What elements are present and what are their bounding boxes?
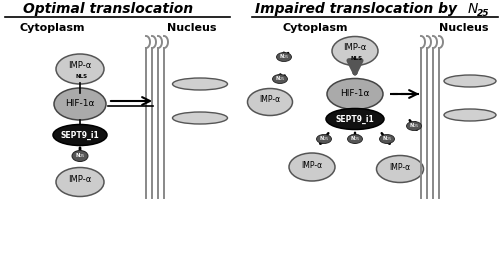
Text: IMP-α: IMP-α	[68, 174, 92, 184]
Text: IMP-α: IMP-α	[302, 160, 322, 169]
Text: SEPT9_i1: SEPT9_i1	[336, 114, 374, 124]
Text: N$_{25}$: N$_{25}$	[382, 135, 392, 143]
Ellipse shape	[54, 88, 106, 120]
Text: IMP-α: IMP-α	[260, 95, 280, 105]
Text: IMP-α: IMP-α	[390, 163, 410, 172]
Text: Optimal translocation: Optimal translocation	[23, 2, 193, 16]
Ellipse shape	[276, 52, 291, 61]
Text: NLS: NLS	[76, 73, 88, 78]
Text: 25: 25	[477, 9, 490, 18]
Text: IMP-α: IMP-α	[344, 44, 366, 52]
Text: HIF-1α: HIF-1α	[65, 99, 95, 109]
Ellipse shape	[380, 135, 394, 143]
Text: N$_{25}$: N$_{25}$	[74, 152, 86, 160]
Text: $\it{N}$: $\it{N}$	[467, 2, 479, 16]
Ellipse shape	[348, 135, 362, 143]
Ellipse shape	[289, 153, 335, 181]
Text: Nucleus: Nucleus	[440, 23, 489, 33]
Text: Cytoplasm: Cytoplasm	[19, 23, 85, 33]
Ellipse shape	[56, 54, 104, 84]
Ellipse shape	[376, 156, 424, 182]
Ellipse shape	[272, 74, 287, 84]
Ellipse shape	[444, 109, 496, 121]
Text: N$_{25}$: N$_{25}$	[319, 135, 329, 143]
Text: N$_{25}$: N$_{25}$	[279, 53, 289, 61]
Ellipse shape	[326, 109, 384, 130]
Ellipse shape	[327, 78, 383, 110]
Text: NLS: NLS	[351, 56, 363, 61]
Ellipse shape	[172, 112, 228, 124]
Text: HIF-1α: HIF-1α	[340, 89, 370, 98]
Ellipse shape	[248, 89, 292, 115]
Text: IMP-α: IMP-α	[68, 61, 92, 70]
Ellipse shape	[172, 78, 228, 90]
Text: N$_{25}$: N$_{25}$	[409, 122, 419, 130]
Ellipse shape	[444, 75, 496, 87]
Ellipse shape	[332, 36, 378, 65]
Text: Nucleus: Nucleus	[167, 23, 217, 33]
Text: SEPT9_i1: SEPT9_i1	[60, 130, 100, 140]
Ellipse shape	[56, 168, 104, 197]
Text: Cytoplasm: Cytoplasm	[282, 23, 348, 33]
Ellipse shape	[316, 135, 332, 143]
Ellipse shape	[72, 151, 88, 161]
Text: N$_{25}$: N$_{25}$	[275, 74, 285, 84]
Ellipse shape	[53, 124, 107, 146]
Text: N$_{25}$: N$_{25}$	[350, 135, 360, 143]
Ellipse shape	[406, 122, 422, 131]
Text: Impaired translocation by: Impaired translocation by	[254, 2, 462, 16]
